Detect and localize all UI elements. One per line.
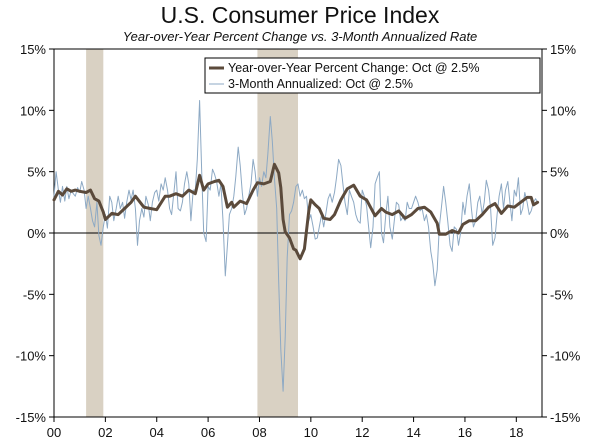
y-tick-label-right: -15% xyxy=(550,410,581,425)
y-tick-label-left: -5% xyxy=(23,287,47,302)
y-tick-label-right: 15% xyxy=(550,42,576,57)
x-tick-label: 10 xyxy=(304,425,318,440)
x-tick-label: 14 xyxy=(406,425,420,440)
y-tick-label-right: -5% xyxy=(550,287,574,302)
chart-title: U.S. Consumer Price Index xyxy=(160,2,440,28)
x-tick-label: 12 xyxy=(355,425,369,440)
chart-subtitle: Year-over-Year Percent Change vs. 3-Mont… xyxy=(122,29,478,44)
x-tick-label: 06 xyxy=(201,425,215,440)
series-lines xyxy=(52,100,540,392)
legend: Year-over-Year Percent Change: Oct @ 2.5… xyxy=(204,57,541,94)
y-tick-label-left: -10% xyxy=(16,349,47,364)
x-tick-label: 16 xyxy=(458,425,472,440)
x-tick-label: 00 xyxy=(47,425,61,440)
y-tick-label-left: 5% xyxy=(27,165,46,180)
series-line-yoy xyxy=(52,162,540,261)
series-line-annualized xyxy=(53,100,539,392)
legend-label-annualized: 3-Month Annualized: Oct @ 2.5% xyxy=(228,77,413,91)
y-tick-label-left: -15% xyxy=(16,410,47,425)
legend-box xyxy=(204,57,541,94)
x-tick-label: 08 xyxy=(252,425,266,440)
x-tick-label: 04 xyxy=(150,425,164,440)
y-tick-label-right: 5% xyxy=(550,165,569,180)
y-axis-left-labels: 15% 10% 5% 0% -5% -10% -15% xyxy=(16,42,47,425)
y-tick-label-left: 0% xyxy=(27,226,46,241)
y-tick-label-right: -10% xyxy=(550,349,581,364)
y-tick-label-right: 10% xyxy=(550,103,576,118)
y-tick-label-left: 10% xyxy=(20,103,46,118)
x-tick-label: 02 xyxy=(98,425,112,440)
x-tick-label: 18 xyxy=(509,425,523,440)
y-axis-right-labels: 15% 10% 5% 0% -5% -10% -15% xyxy=(550,42,581,425)
y-tick-label-left: 15% xyxy=(20,42,46,57)
x-axis-labels: 00 02 04 06 08 10 12 14 16 18 xyxy=(47,425,524,440)
legend-label-yoy: Year-over-Year Percent Change: Oct @ 2.5… xyxy=(228,61,479,75)
y-tick-label-right: 0% xyxy=(550,226,569,241)
